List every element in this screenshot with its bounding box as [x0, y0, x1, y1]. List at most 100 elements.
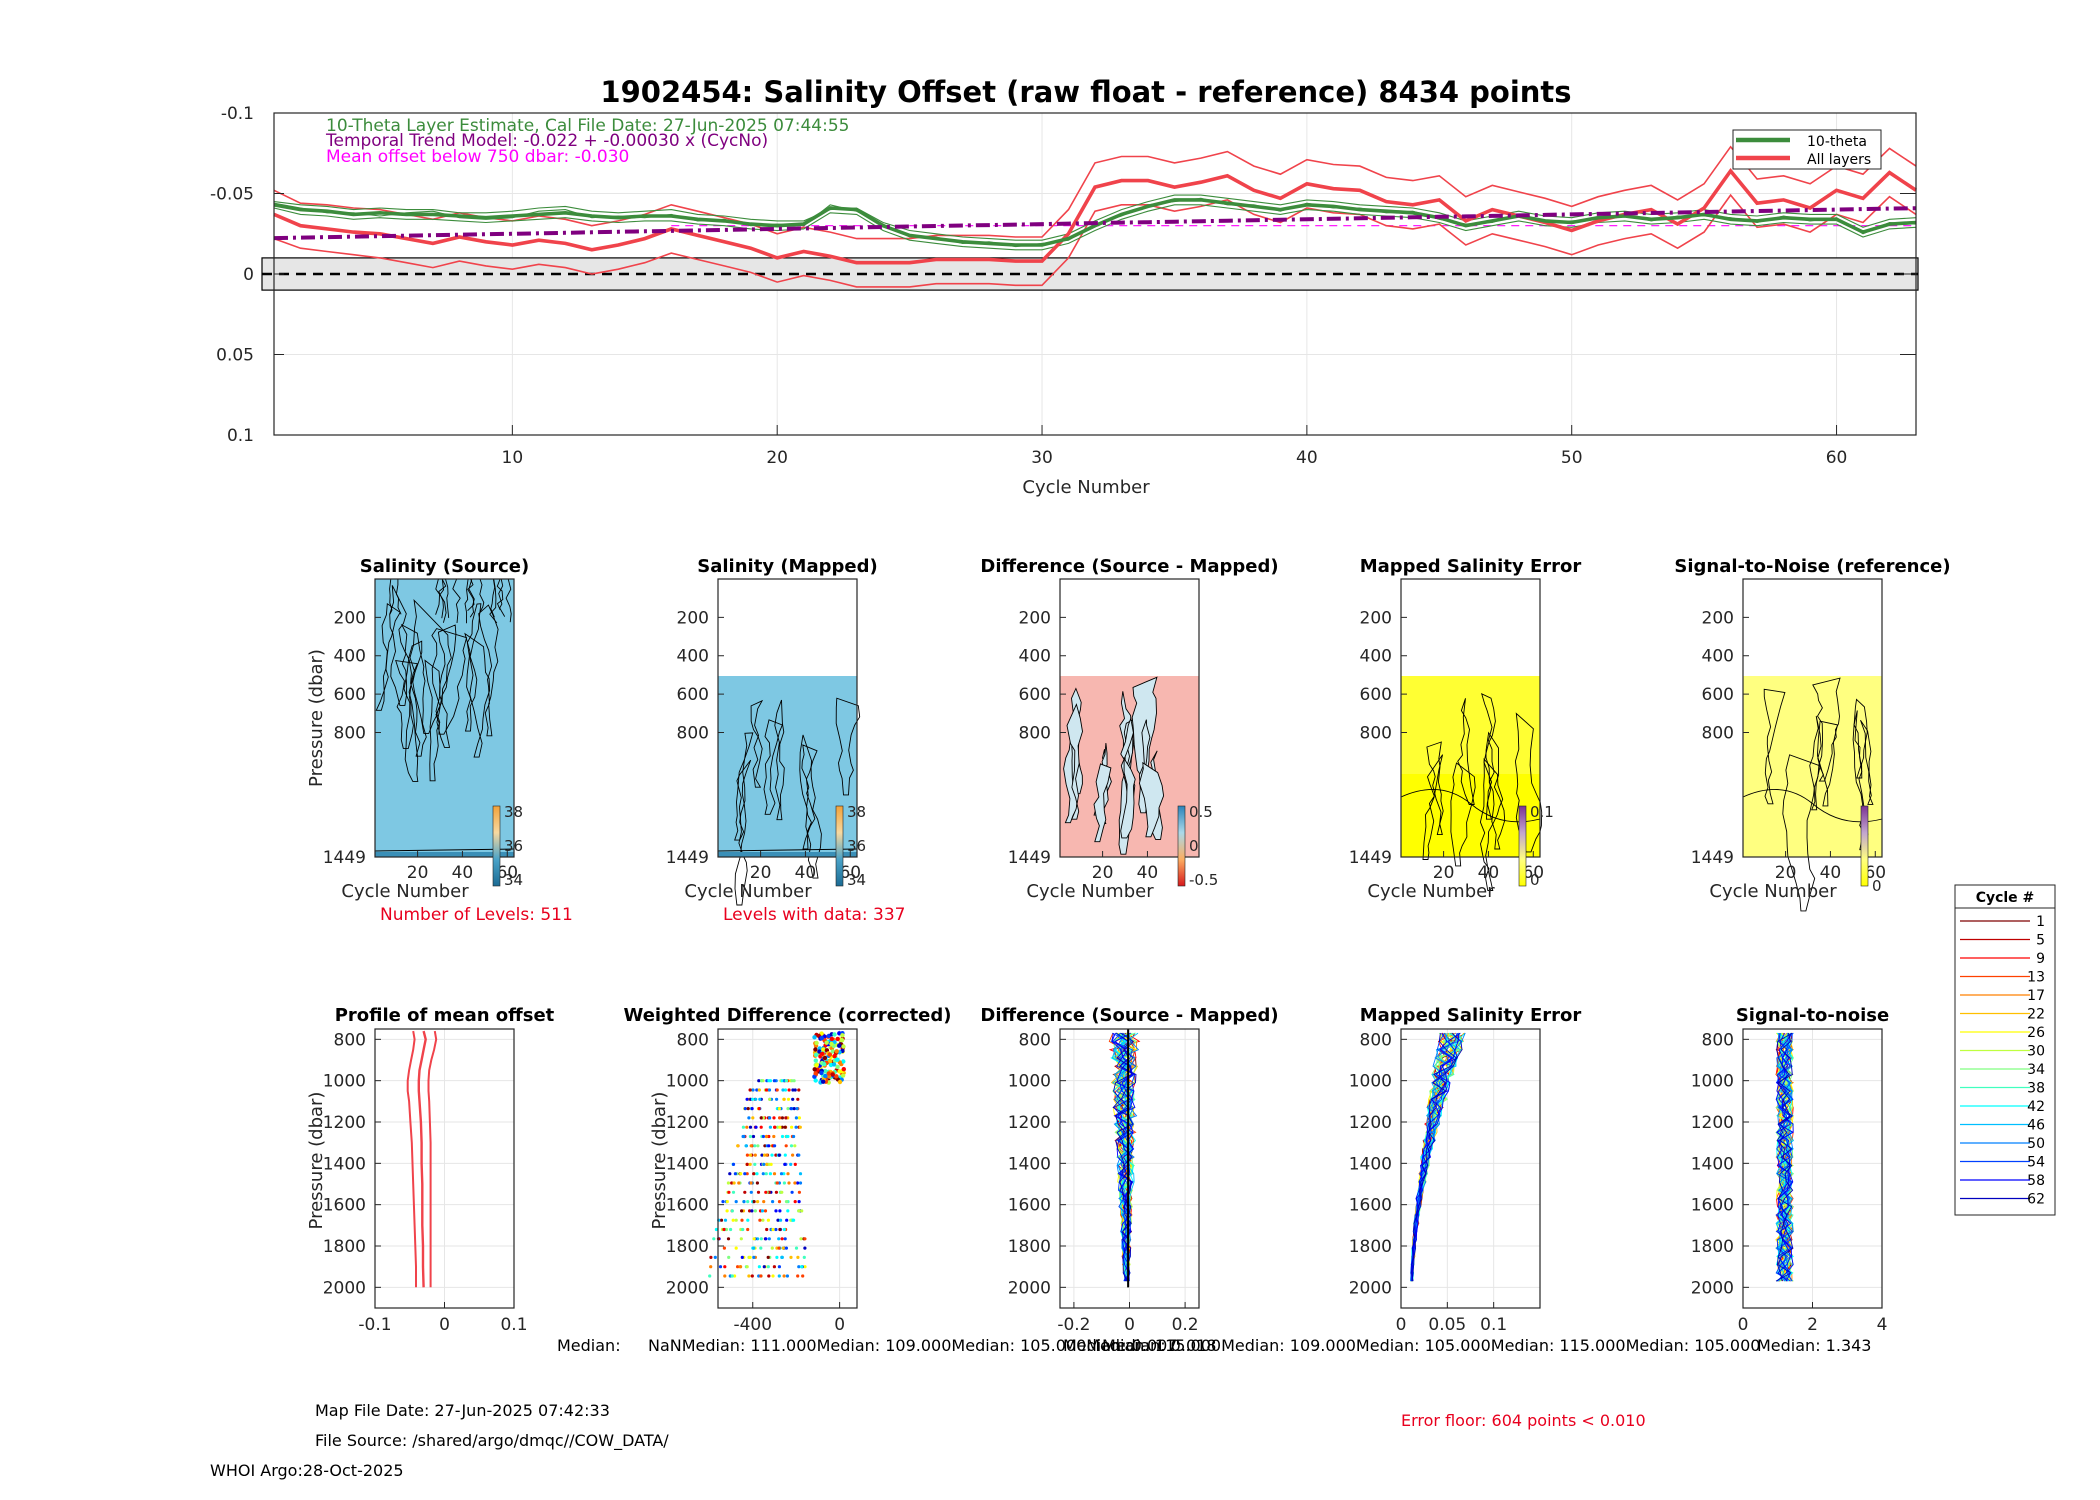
cycle-profile-line — [1775, 1032, 1794, 1282]
weighted-diff-point — [812, 1074, 817, 1079]
weighted-diff-point — [791, 1153, 795, 1157]
cycle-legend-label: 58 — [2027, 1173, 2045, 1189]
legend-all-label: All layers — [1807, 152, 1871, 168]
weighted-diff-point — [827, 1052, 833, 1057]
contour-line — [431, 628, 468, 735]
weighted-diff-point — [774, 1209, 778, 1213]
weighted-diff-point — [784, 1116, 788, 1120]
weighted-diff-point — [782, 1181, 787, 1185]
weighted-diff-point — [775, 1181, 779, 1185]
median-row: NaNMedian: 111.000Median: 109.000Median:… — [648, 1336, 1761, 1355]
contour-line — [763, 719, 783, 815]
y-tick-label: 800 — [334, 723, 366, 743]
colorbar — [1177, 805, 1186, 887]
weighted-diff-point — [718, 1265, 723, 1269]
y-tick-label: 1800 — [1691, 1237, 1734, 1257]
weighted-diff-point — [820, 1051, 825, 1057]
weighted-diff-point — [777, 1274, 781, 1278]
y-tick-label: 1600 — [666, 1196, 709, 1216]
weighted-diff-point — [801, 1274, 805, 1278]
weighted-diff-point — [760, 1209, 765, 1213]
weighted-diff-point — [750, 1274, 754, 1278]
cycle-legend-label: 38 — [2027, 1081, 2045, 1097]
x-tick-label: -400 — [733, 1315, 772, 1335]
x-tick-label: 20 — [766, 448, 788, 468]
weighted-diff-point — [740, 1209, 744, 1213]
weighted-diff-point — [792, 1107, 796, 1111]
weighted-diff-point — [780, 1255, 784, 1259]
y-tick-label: 200 — [1702, 608, 1734, 628]
weighted-diff-point — [728, 1172, 732, 1176]
weighted-diff-point — [758, 1097, 762, 1101]
y-tick-label: 2000 — [1008, 1278, 1051, 1298]
y-tick-label: 1449 — [1008, 848, 1051, 868]
x-tick-label: 0 — [1396, 1315, 1407, 1335]
weighted-diff-point — [839, 1038, 845, 1043]
cycle-legend-label: 17 — [2027, 988, 2045, 1004]
weighted-diff-point — [819, 1070, 824, 1076]
colorbar-tick-label: 38 — [504, 803, 523, 821]
weighted-diff-point — [764, 1172, 768, 1176]
contour-line — [464, 632, 491, 758]
y-tick-label: 600 — [1360, 685, 1392, 705]
y-tick-label: 1400 — [1349, 1154, 1392, 1174]
y-tick-label: 1000 — [323, 1072, 366, 1092]
panel-title: Signal-to-Noise (reference) — [1674, 556, 1950, 577]
y-tick-label: 800 — [1019, 723, 1051, 743]
heatmap-axes-box — [1059, 578, 1200, 858]
weighted-diff-point — [730, 1274, 734, 1278]
y-tick-label: -0.05 — [210, 185, 254, 205]
weighted-diff-point — [764, 1190, 768, 1194]
weighted-diff-point — [767, 1088, 772, 1092]
x-tick-label: 20 — [407, 863, 429, 883]
weighted-diff-point — [772, 1265, 777, 1269]
weighted-diff-point — [800, 1209, 804, 1213]
y-axis-label: Pressure (dbar) — [306, 649, 327, 787]
weighted-diff-point — [803, 1237, 807, 1241]
weighted-diff-point — [840, 1073, 846, 1078]
weighted-diff-point — [749, 1144, 753, 1148]
salinity_mapped-panel: 200 400 600 800 1449 20 40 60 Salinity (Mapped) C… — [666, 556, 906, 925]
weighted-diff-point — [798, 1181, 803, 1185]
weighted-diff-point — [767, 1274, 771, 1278]
weighted-diff-point — [757, 1274, 761, 1278]
weighted-diff-point — [827, 1058, 833, 1064]
weighted-diff-point — [759, 1125, 763, 1129]
weighted-diff-point — [731, 1162, 736, 1166]
weighted-diff-point — [787, 1181, 791, 1185]
weighted-diff-point — [738, 1265, 742, 1269]
weighted-diff-point — [772, 1134, 776, 1139]
weighted-diff-point — [837, 1043, 842, 1048]
weighted-diff-point — [799, 1237, 803, 1241]
weighted-diff-point — [745, 1172, 749, 1176]
weighted-diff-point — [748, 1088, 752, 1092]
cycle-legend-label: 54 — [2027, 1155, 2045, 1171]
weighted-diff-point — [752, 1237, 756, 1241]
weighted-diff-point — [824, 1040, 829, 1045]
weighted-diff-point — [782, 1274, 786, 1278]
y-tick-label: 1200 — [1008, 1113, 1051, 1133]
weighted-diff-point — [772, 1172, 777, 1176]
weighted-diff-point — [768, 1172, 773, 1176]
weighted-diff-point — [768, 1116, 772, 1120]
weighted-diff-point — [775, 1255, 779, 1259]
heatmap-axes-box — [374, 578, 515, 858]
weighted-diff-point — [789, 1218, 793, 1222]
contour-line — [395, 659, 419, 749]
weighted-diff-point — [752, 1172, 756, 1176]
weighted-diff-point — [724, 1227, 729, 1232]
contour-line — [799, 734, 822, 879]
contour-line — [395, 579, 402, 615]
weighted-diff-point — [796, 1274, 800, 1278]
y-tick-label: 1200 — [1349, 1113, 1392, 1133]
contour-line — [1093, 763, 1112, 843]
weighted-diff-point — [778, 1209, 782, 1213]
cycle-profile-line — [1411, 1032, 1462, 1282]
weighted-diff-point — [759, 1116, 763, 1120]
salinity_source-panel: 200 400 600 800 1449 20 40 60 Salinity (Source) C… — [306, 556, 573, 925]
weighted-diff-point — [829, 1041, 834, 1047]
weighted-diff-point — [835, 1036, 840, 1042]
